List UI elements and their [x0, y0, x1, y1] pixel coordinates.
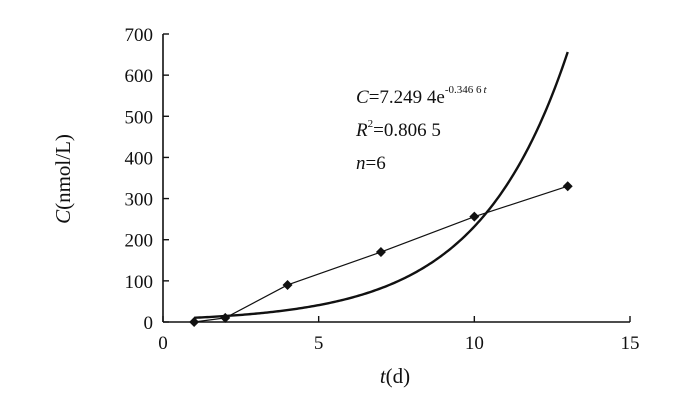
- y-tick-label: 300: [125, 190, 154, 211]
- data-point-marker: [282, 279, 293, 290]
- x-tick-label: 0: [158, 333, 168, 354]
- data-point-marker: [562, 181, 573, 192]
- plot-area: [189, 51, 573, 327]
- exponential-fit-curve: [194, 51, 569, 319]
- n-label: n=6: [356, 153, 386, 174]
- x-ticks: 0 5 10 15: [158, 316, 640, 354]
- x-axis-title: t(d): [380, 364, 410, 388]
- y-axis-title: C(nmol/L): [51, 134, 75, 224]
- y-tick-label: 500: [125, 107, 154, 128]
- axes: 0 100 200 300 400 500 600 700 0 5 10 15: [125, 25, 640, 354]
- y-tick-label: 200: [125, 231, 154, 252]
- x-tick-label: 10: [465, 333, 484, 354]
- x-tick-label: 15: [621, 333, 640, 354]
- y-tick-label: 600: [125, 66, 154, 87]
- r-squared-label: R2=0.806 5: [355, 118, 441, 141]
- y-tick-label: 400: [125, 148, 154, 169]
- y-tick-label: 100: [125, 272, 154, 293]
- y-tick-label: 700: [125, 25, 154, 46]
- y-tick-label: 0: [144, 313, 154, 334]
- observed-series-line: [194, 185, 568, 323]
- data-point-marker: [469, 211, 480, 222]
- data-point-marker: [220, 312, 231, 323]
- data-point-marker: [189, 317, 200, 327]
- data-point-marker: [375, 247, 386, 258]
- y-ticks: 0 100 200 300 400 500 600 700: [125, 25, 169, 334]
- x-tick-label: 5: [314, 333, 324, 354]
